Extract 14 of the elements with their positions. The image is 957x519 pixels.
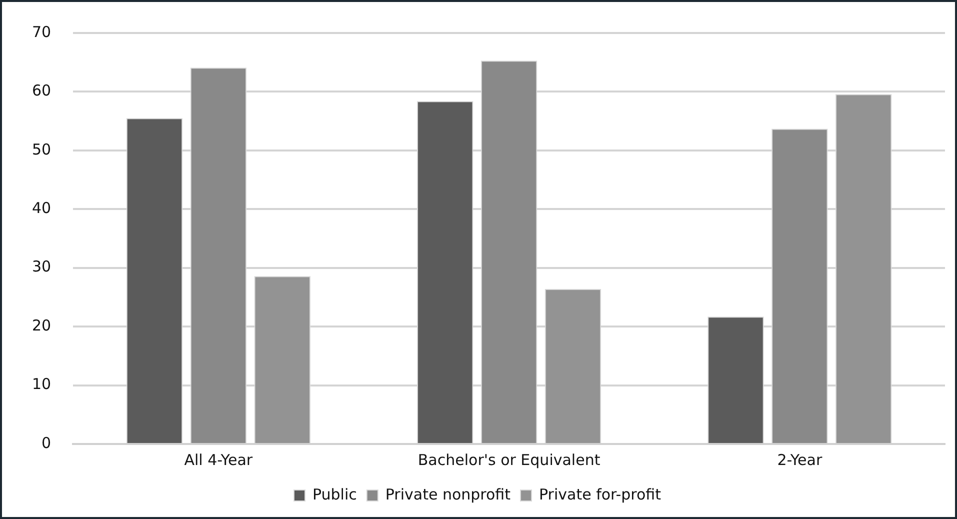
legend-label: Private nonprofit xyxy=(385,485,511,504)
x-tick-label: All 4-Year xyxy=(184,450,254,469)
y-tick-label: 60 xyxy=(32,82,52,100)
y-tick-label: 70 xyxy=(32,22,52,41)
y-tick-label: 50 xyxy=(32,140,52,158)
y-tick-label: 40 xyxy=(32,199,52,218)
legend-label: Private for-profit xyxy=(539,485,662,504)
y-tick-label: 0 xyxy=(42,434,52,452)
x-tick-label: Bachelor's or Equivalent xyxy=(418,450,600,469)
y-tick-label: 20 xyxy=(32,316,52,334)
y-tick-label: 10 xyxy=(32,375,52,394)
legend-label: Public xyxy=(312,485,357,504)
x-tick-label: 2-Year xyxy=(777,450,823,469)
y-tick-label: 30 xyxy=(32,258,52,276)
